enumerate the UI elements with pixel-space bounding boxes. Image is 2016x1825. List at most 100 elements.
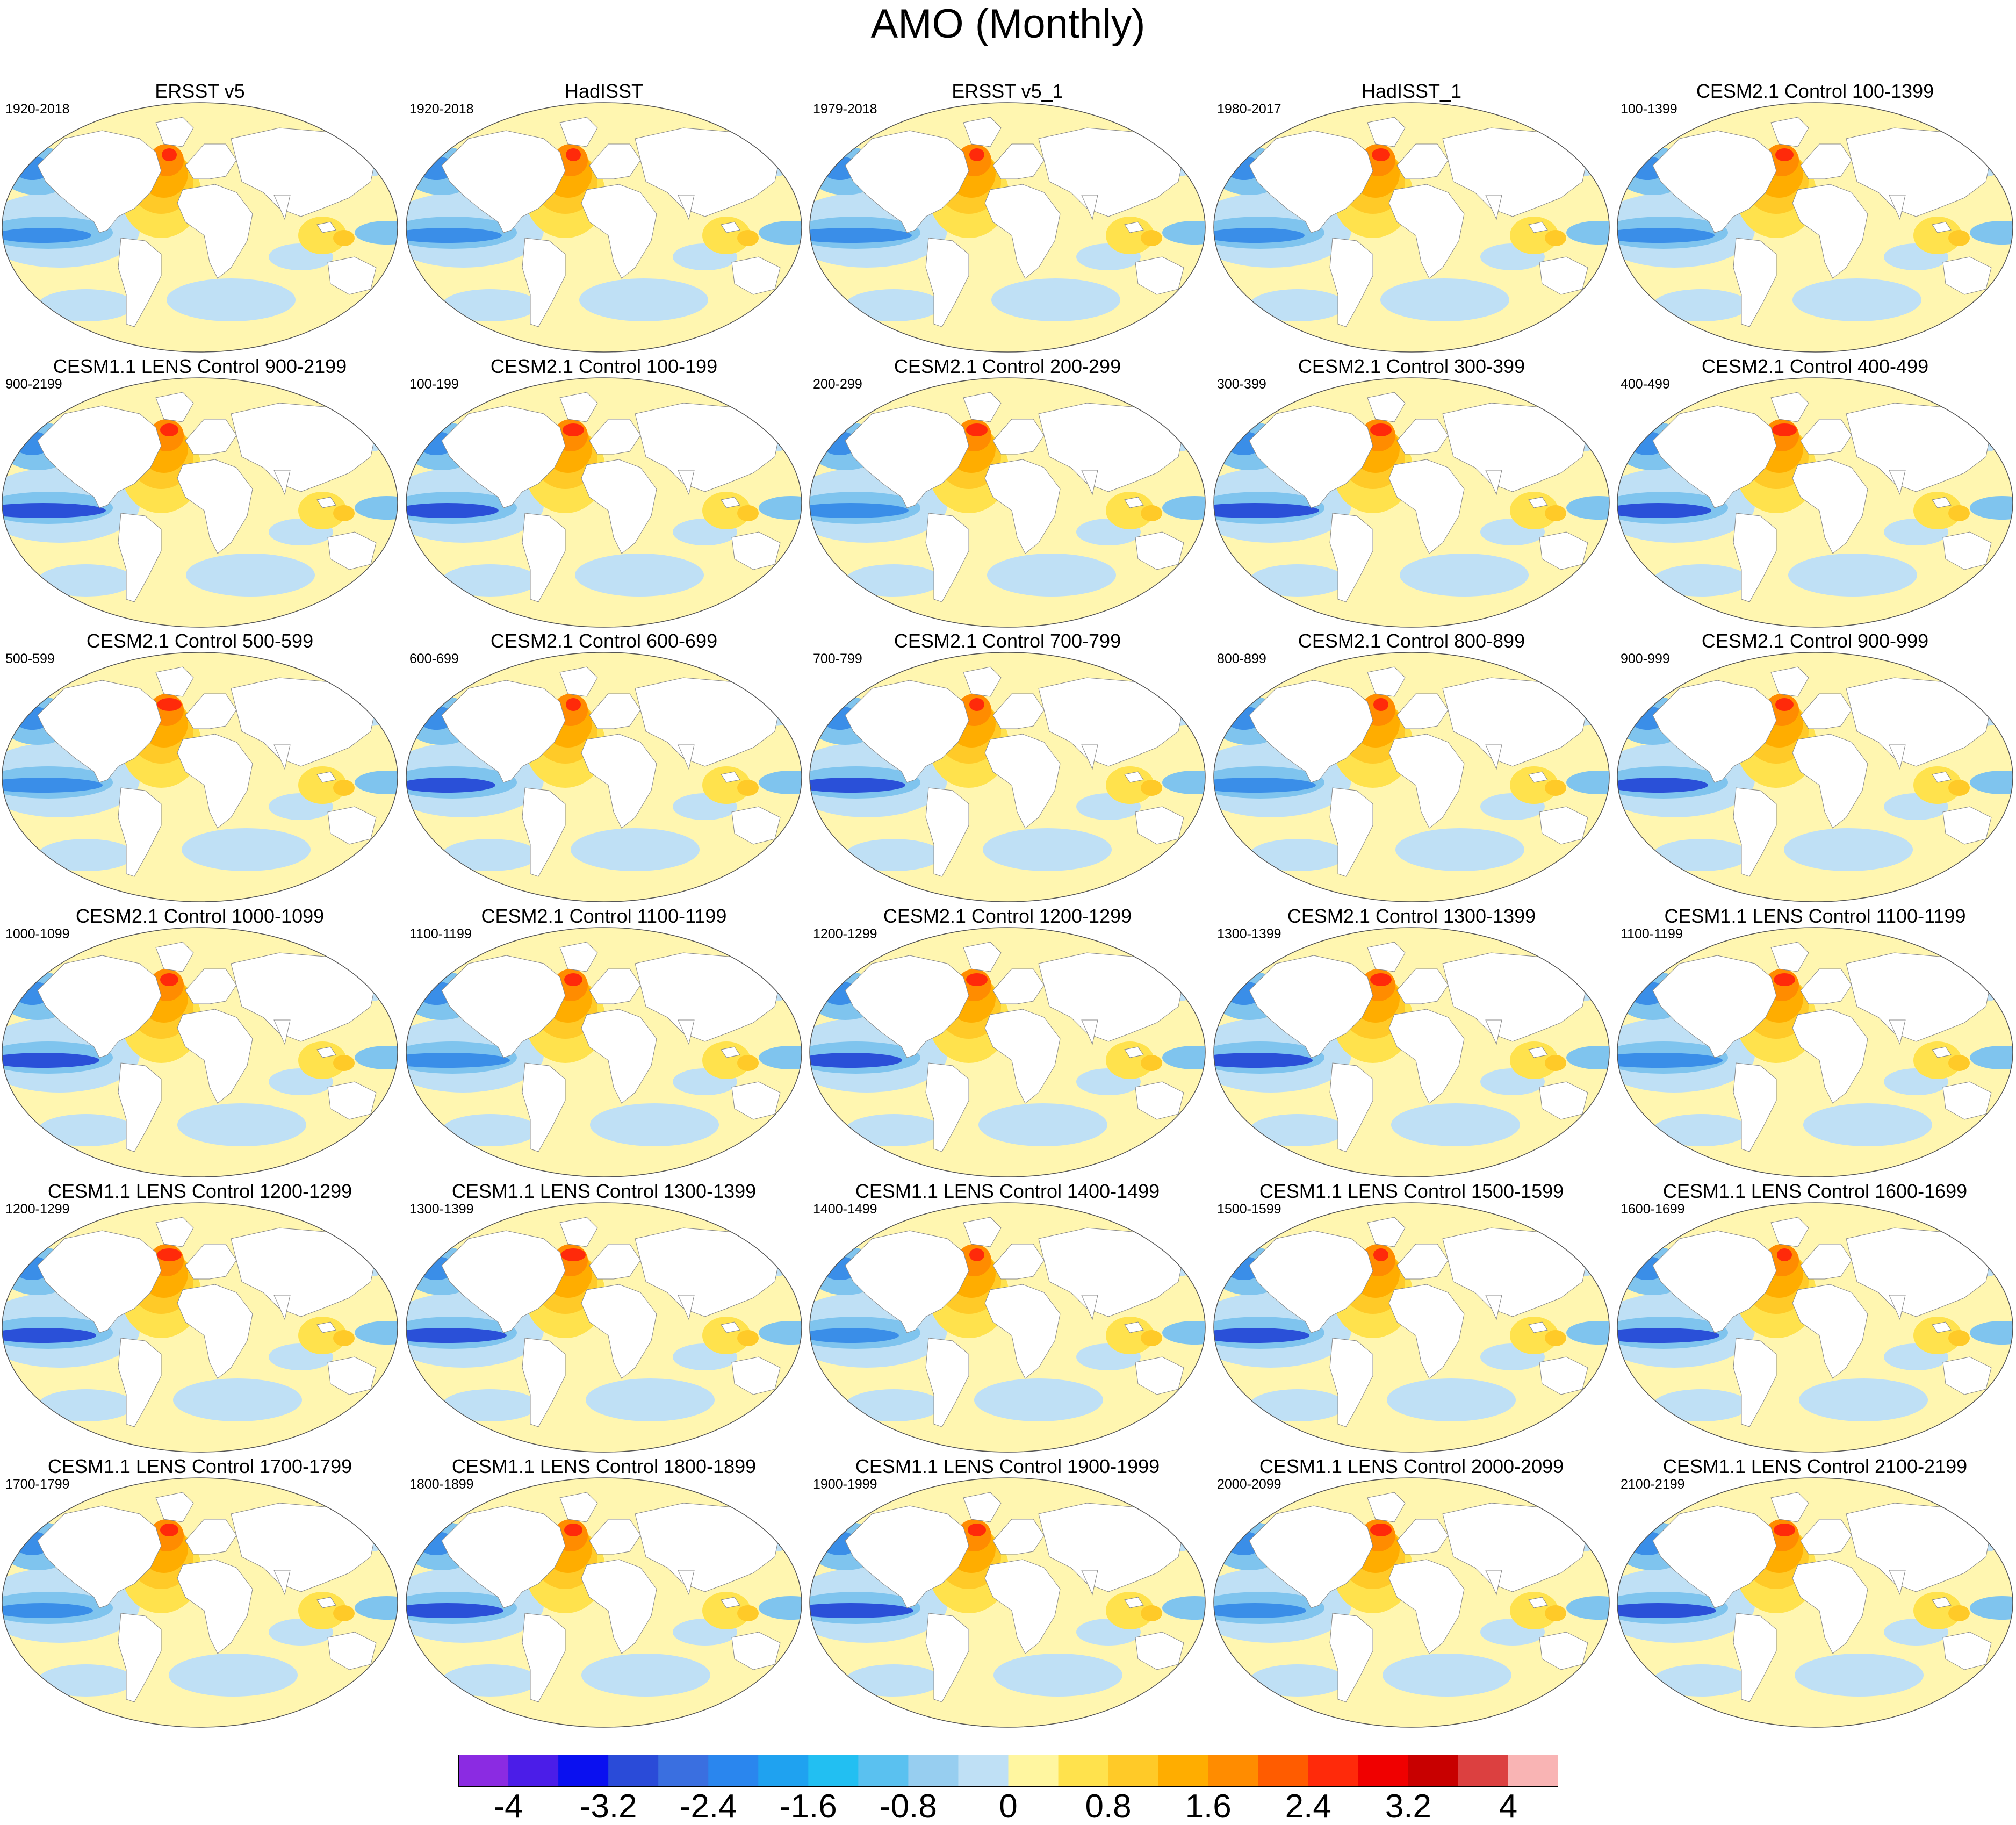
colorbar-tick-label: 4 bbox=[1499, 1788, 1518, 1825]
map-panel: ERSST v5_1 1979-2018 bbox=[808, 81, 1207, 354]
map-plot bbox=[1617, 927, 2013, 1177]
colorbar-swatch bbox=[808, 1755, 859, 1787]
panel-period: 1200-1299 bbox=[5, 1202, 70, 1217]
colorbar-swatch bbox=[1058, 1755, 1109, 1787]
map-panel: CESM1.1 LENS Control 1300-1399 1300-1399 bbox=[404, 1181, 804, 1454]
panel-period: 100-199 bbox=[409, 377, 459, 392]
map-plot bbox=[1213, 1202, 1610, 1453]
map-panel: CESM1.1 LENS Control 2000-2099 2000-2099 bbox=[1212, 1456, 1611, 1729]
map-plot bbox=[2, 1202, 398, 1453]
map-panel: CESM2.1 Control 600-699 600-699 bbox=[404, 630, 804, 903]
panel-period: 900-999 bbox=[1621, 651, 1670, 666]
colorbar-swatch bbox=[1258, 1755, 1309, 1787]
colorbar-swatch bbox=[1158, 1755, 1209, 1787]
panel-period: 1100-1199 bbox=[1621, 926, 1683, 942]
map-panel: CESM2.1 Control 200-299 200-299 bbox=[808, 356, 1207, 629]
panel-period: 1980-2017 bbox=[1217, 102, 1281, 117]
panel-title: CESM2.1 Control 1200-1299 bbox=[883, 905, 1132, 927]
map-panel: CESM2.1 Control 900-999 900-999 bbox=[1615, 630, 2015, 903]
map-plot bbox=[2, 1477, 398, 1728]
panel-title: CESM1.1 LENS Control 1300-1399 bbox=[451, 1180, 757, 1202]
panel-title: ERSST v5 bbox=[155, 80, 245, 102]
map-panel: CESM2.1 Control 500-599 500-599 bbox=[0, 630, 400, 903]
panel-period: 1300-1399 bbox=[409, 1202, 474, 1217]
panel-period: 2100-2199 bbox=[1621, 1477, 1685, 1492]
map-panel: CESM2.1 Control 1100-1199 1100-1199 bbox=[404, 906, 804, 1179]
panel-period: 1500-1599 bbox=[1217, 1202, 1281, 1217]
panel-title: CESM1.1 LENS Control 1900-1999 bbox=[855, 1455, 1160, 1477]
panel-title: CESM2.1 Control 700-799 bbox=[894, 630, 1121, 652]
panel-period: 1900-1999 bbox=[813, 1477, 877, 1492]
map-panel: CESM2.1 Control 1300-1399 1300-1399 bbox=[1212, 906, 1611, 1179]
map-plot bbox=[809, 927, 1206, 1177]
colorbar-swatch bbox=[1208, 1755, 1259, 1787]
panel-title: CESM2.1 Control 600-699 bbox=[490, 630, 718, 652]
map-panel: CESM2.1 Control 400-499 400-499 bbox=[1615, 356, 2015, 629]
panel-title: CESM1.1 LENS Control 2000-2099 bbox=[1259, 1455, 1564, 1477]
colorbar-swatch bbox=[858, 1755, 909, 1787]
panel-period: 1600-1699 bbox=[1621, 1202, 1685, 1217]
map-plot bbox=[406, 1202, 802, 1453]
map-panel: CESM2.1 Control 800-899 800-899 bbox=[1212, 630, 1611, 903]
map-panel: CESM1.1 LENS Control 900-2199 900-2199 bbox=[0, 356, 400, 629]
colorbar-tick-label: -2.4 bbox=[679, 1788, 737, 1825]
colorbar bbox=[458, 1755, 1558, 1787]
panel-period: 200-299 bbox=[813, 377, 862, 392]
panel-title: CESM1.1 LENS Control 1100-1199 bbox=[1664, 905, 1966, 927]
panel-title: CESM2.1 Control 1100-1199 bbox=[481, 905, 727, 927]
panel-title: CESM2.1 Control 300-399 bbox=[1298, 355, 1525, 377]
colorbar-swatch bbox=[908, 1755, 959, 1787]
colorbar-swatch bbox=[1408, 1755, 1459, 1787]
colorbar-swatch bbox=[708, 1755, 759, 1787]
colorbar-swatch bbox=[658, 1755, 709, 1787]
panel-title: CESM2.1 Control 800-899 bbox=[1298, 630, 1525, 652]
panel-period: 1000-1099 bbox=[5, 926, 70, 942]
map-panel: CESM1.1 LENS Control 1800-1899 1800-1899 bbox=[404, 1456, 804, 1729]
colorbar-tick-label: 2.4 bbox=[1285, 1788, 1331, 1825]
panel-period: 400-499 bbox=[1621, 377, 1670, 392]
panel-period: 1979-2018 bbox=[813, 102, 877, 117]
map-panel: CESM2.1 Control 100-1399 100-1399 bbox=[1615, 81, 2015, 354]
panel-period: 1200-1299 bbox=[813, 926, 877, 942]
map-plot bbox=[1617, 377, 2013, 628]
map-panel: CESM2.1 Control 700-799 700-799 bbox=[808, 630, 1207, 903]
colorbar-swatch bbox=[1308, 1755, 1359, 1787]
panel-title: CESM2.1 Control 100-1399 bbox=[1696, 80, 1934, 102]
colorbar-tick-label: 1.6 bbox=[1185, 1788, 1232, 1825]
map-panel: HadISST_1 1980-2017 bbox=[1212, 81, 1611, 354]
panel-title: ERSST v5_1 bbox=[952, 80, 1063, 102]
panel-period: 300-399 bbox=[1217, 377, 1266, 392]
panel-title: HadISST_1 bbox=[1361, 80, 1462, 102]
colorbar-tick-label: 3.2 bbox=[1385, 1788, 1431, 1825]
panel-title: CESM2.1 Control 500-599 bbox=[86, 630, 314, 652]
panel-period: 1400-1499 bbox=[813, 1202, 877, 1217]
colorbar-swatch bbox=[1458, 1755, 1509, 1787]
map-plot bbox=[809, 102, 1206, 353]
panel-title: CESM1.1 LENS Control 2100-2199 bbox=[1662, 1455, 1968, 1477]
colorbar-tick-label: -0.8 bbox=[879, 1788, 937, 1825]
panel-period: 100-1399 bbox=[1621, 102, 1677, 117]
panel-period: 600-699 bbox=[409, 651, 459, 666]
map-plot bbox=[1213, 927, 1610, 1177]
colorbar-tick-label: 0.8 bbox=[1085, 1788, 1132, 1825]
panel-period: 1700-1799 bbox=[5, 1477, 70, 1492]
map-plot bbox=[809, 652, 1206, 902]
panel-title: HadISST bbox=[564, 80, 644, 102]
panel-title: CESM2.1 Control 1300-1399 bbox=[1287, 905, 1536, 927]
map-plot bbox=[2, 927, 398, 1177]
map-panel: CESM2.1 Control 1000-1099 1000-1099 bbox=[0, 906, 400, 1179]
map-plot bbox=[2, 102, 398, 353]
map-panel: CESM1.1 LENS Control 1900-1999 1900-1999 bbox=[808, 1456, 1207, 1729]
panel-title: CESM1.1 LENS Control 1700-1799 bbox=[47, 1455, 352, 1477]
colorbar-swatch bbox=[1508, 1755, 1558, 1787]
map-plot bbox=[406, 377, 802, 628]
map-panel: CESM1.1 LENS Control 1400-1499 1400-1499 bbox=[808, 1181, 1207, 1454]
map-panel: ERSST v5 1920-2018 bbox=[0, 81, 400, 354]
panel-title: CESM2.1 Control 400-499 bbox=[1701, 355, 1929, 377]
map-plot bbox=[2, 652, 398, 902]
panel-title: CESM1.1 LENS Control 900-2199 bbox=[53, 355, 347, 377]
panel-title: CESM1.1 LENS Control 1200-1299 bbox=[47, 1180, 352, 1202]
colorbar-swatch bbox=[608, 1755, 659, 1787]
panel-period: 1100-1199 bbox=[409, 926, 472, 942]
